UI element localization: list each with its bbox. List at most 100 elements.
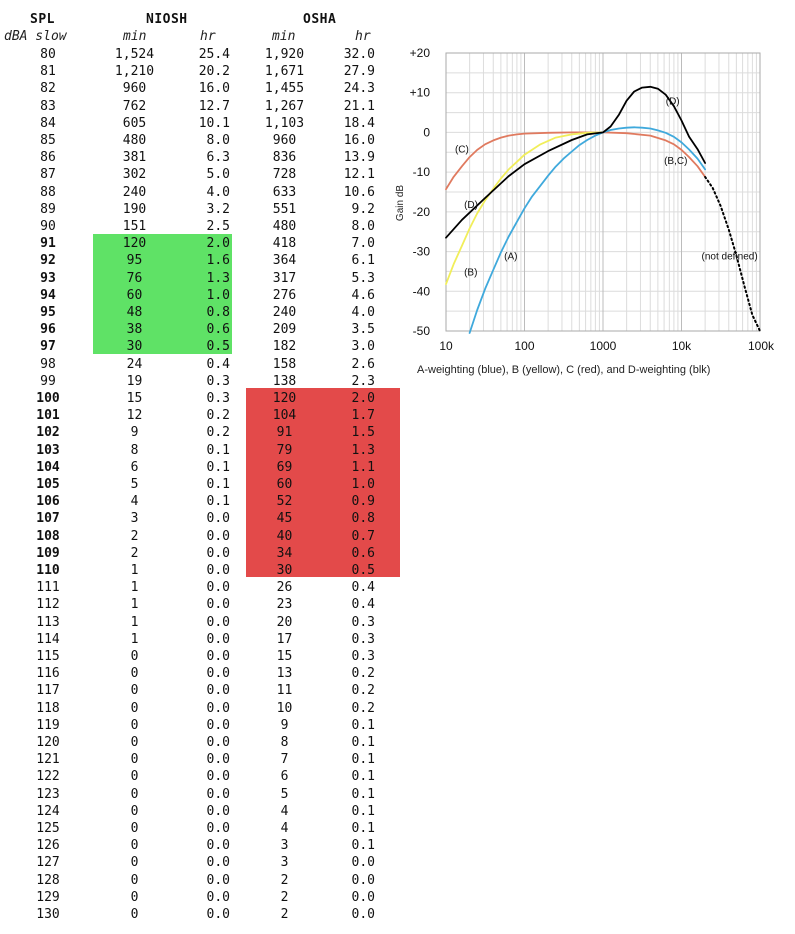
niosh-min-cell: 1 [130,563,139,578]
osha-min-cell: 45 [276,511,293,527]
niosh-min-cell: 6 [130,459,139,475]
osha-min-cell: 79 [276,442,293,458]
osha-min-cell: 182 [272,339,297,355]
niosh-min-cell: 151 [122,219,147,234]
osha-hr-cell: 12.1 [343,167,375,183]
spl-cell: 86 [40,150,56,166]
spl-cell: 113 [36,614,60,630]
spl-cell: 85 [40,133,56,148]
table-row: 128 0 0.0 2 0.0 [0,872,420,889]
niosh-hr-cell: 0.6 [206,322,230,338]
y-axis-label: Gain dB [395,185,406,221]
niosh-min-cell: 1 [130,631,139,647]
osha-hr-cell: 2.3 [351,373,375,389]
spl-header: SPL [30,12,55,27]
table-row: 82 960 16.0 1,455 24.3 [0,80,420,97]
osha-hr-cell: 1.7 [351,408,375,424]
niosh-min-cell: 4 [130,494,139,510]
spl-cell: 88 [40,184,56,200]
niosh-min-cell: 0 [130,683,139,699]
table-row: 104 6 0.1 69 1.1 [0,459,420,476]
niosh-min-cell: 190 [122,201,147,217]
niosh-min-cell: 0 [130,666,139,682]
niosh-hr-cell: 0.0 [206,855,230,871]
niosh-hr-cell: 0.1 [206,442,230,458]
niosh-min-subheader: min [123,29,147,44]
niosh-min-cell: 0 [130,803,139,819]
chart-grid [445,52,761,332]
plot-frame [445,52,761,332]
series-line-1 [445,131,604,285]
niosh-min-cell: 15 [126,391,143,406]
table-row: 95 48 0.8 240 4.0 [0,304,420,321]
niosh-min-cell: 0 [130,872,139,888]
table-row: 113 1 0.0 20 0.3 [0,614,420,631]
osha-hr-cell: 7.0 [351,236,375,252]
niosh-min-cell: 48 [126,305,143,320]
osha-min-cell: 418 [272,236,297,252]
spl-cell: 87 [40,167,56,183]
spl-cell: 126 [36,838,60,854]
table-row: 96 38 0.6 209 3.5 [0,321,420,338]
table-row: 100 15 0.3 120 2.0 [0,390,420,407]
osha-min-cell: 34 [276,545,293,561]
osha-min-cell: 1,267 [264,98,305,114]
niosh-min-cell: 1,524 [114,47,155,62]
table-row: 90 151 2.5 480 8.0 [0,218,420,235]
osha-hr-cell: 24.3 [343,81,375,97]
niosh-min-cell: 38 [126,322,143,338]
spl-cell: 107 [36,511,60,527]
niosh-hr-subheader: hr [200,29,216,44]
table-row: 84 605 10.1 1,103 18.4 [0,115,420,132]
x-tick-label: 1000 [590,339,617,353]
spl-cell: 111 [36,580,60,596]
osha-hr-cell: 32.0 [343,47,375,62]
spl-cell: 81 [40,64,56,80]
niosh-hr-cell: 0.0 [206,838,230,854]
niosh-hr-cell: 16.0 [198,81,230,97]
niosh-min-cell: 0 [130,821,139,836]
table-row: 112 1 0.0 23 0.4 [0,596,420,613]
osha-min-cell: 2 [280,889,289,905]
spl-cell: 105 [36,477,60,492]
table-row: 109 2 0.0 34 0.6 [0,545,420,562]
spl-cell: 128 [36,872,60,888]
osha-hr-cell: 4.6 [351,287,375,303]
spl-cell: 116 [36,666,60,682]
y-tick-label: -40 [413,284,431,298]
spl-cell: 120 [36,735,60,750]
niosh-hr-cell: 1.6 [206,253,230,269]
osha-hr-cell: 0.1 [351,786,375,802]
osha-hr-cell: 1.3 [351,442,375,458]
niosh-hr-cell: 0.1 [206,477,230,492]
table-row: 119 0 0.0 9 0.1 [0,717,420,734]
osha-hr-cell: 0.2 [351,700,375,716]
chart-caption: A-weighting (blue), B (yellow), C (red),… [417,364,710,376]
osha-hr-cell: 0.8 [351,511,375,527]
y-tick-label: 0 [423,125,430,139]
table-row: 129 0 0.0 2 0.0 [0,889,420,906]
spl-cell: 92 [40,253,56,269]
osha-min-cell: 9 [280,717,289,733]
osha-min-cell: 3 [280,855,289,871]
spl-cell: 96 [40,322,56,338]
osha-min-cell: 23 [276,597,293,613]
niosh-hr-cell: 0.0 [206,907,230,922]
osha-hr-cell: 0.1 [351,717,375,733]
niosh-header: NIOSH [146,12,188,27]
osha-header: OSHA [303,12,337,27]
osha-min-cell: 30 [276,563,293,578]
niosh-min-cell: 0 [130,786,139,802]
osha-min-cell: 551 [272,201,297,217]
table-row: 121 0 0.0 7 0.1 [0,751,420,768]
osha-hr-cell: 0.4 [351,580,375,596]
niosh-hr-cell: 0.2 [206,425,230,441]
niosh-hr-cell: 25.4 [198,47,230,62]
osha-hr-cell: 1.1 [351,459,375,475]
osha-hr-cell: 3.0 [351,339,375,355]
osha-min-cell: 364 [272,253,297,269]
spl-cell: 114 [36,631,60,647]
niosh-hr-cell: 0.0 [206,717,230,733]
niosh-min-cell: 381 [122,150,147,166]
niosh-hr-cell: 0.1 [206,494,230,510]
